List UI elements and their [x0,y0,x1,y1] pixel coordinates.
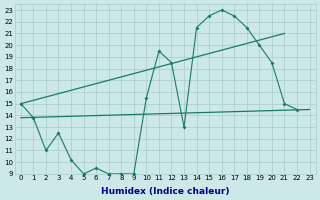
X-axis label: Humidex (Indice chaleur): Humidex (Indice chaleur) [101,187,229,196]
